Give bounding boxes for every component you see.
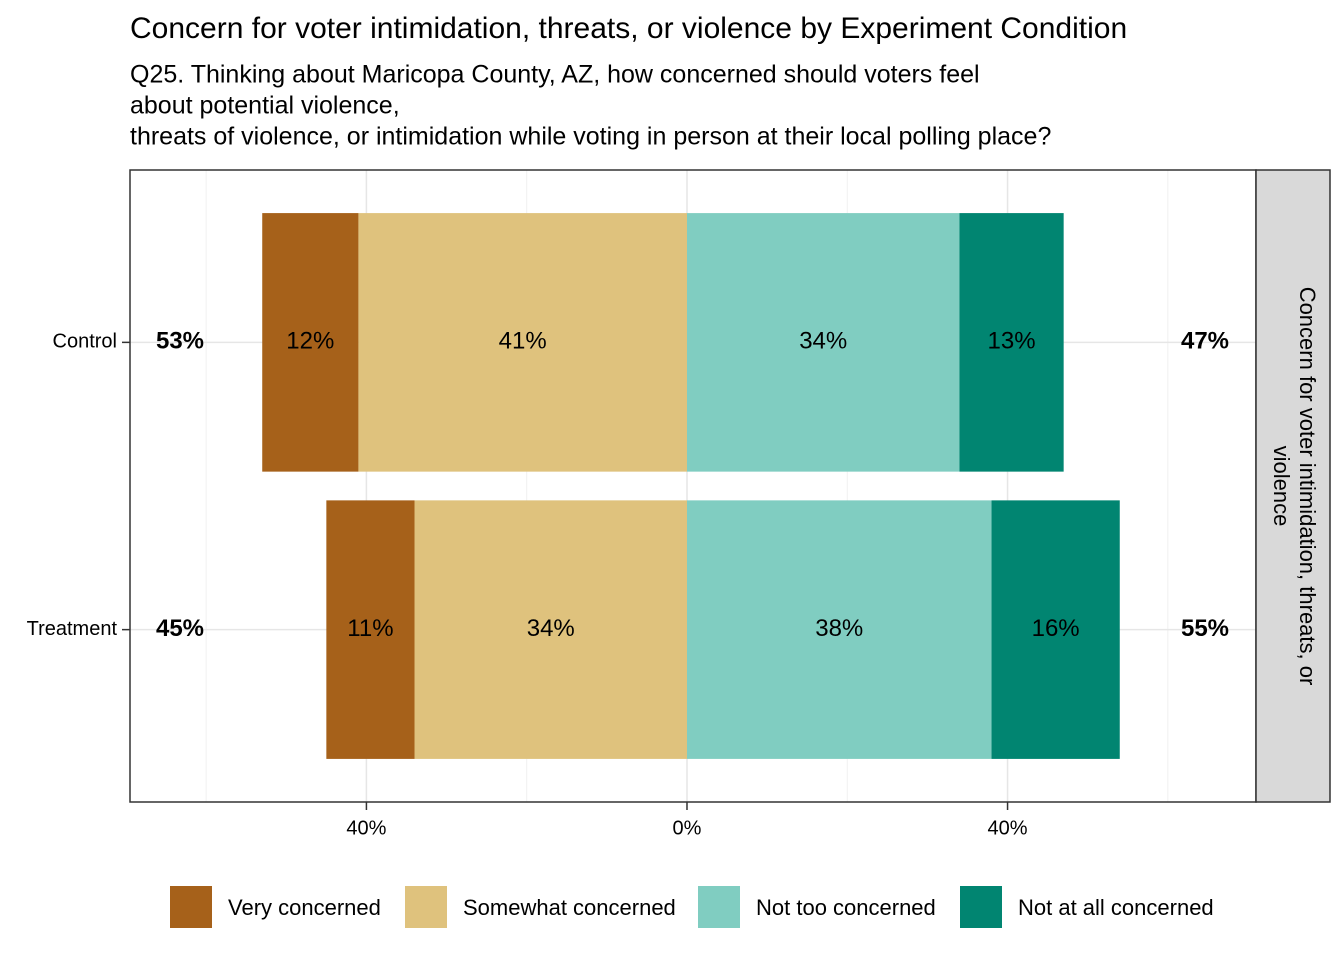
- data-label: 13%: [988, 328, 1036, 355]
- data-label: 16%: [1032, 615, 1080, 642]
- bar-segment: [959, 213, 1064, 472]
- bar-segment: [262, 213, 359, 472]
- legend-swatch: [698, 886, 740, 928]
- legend-label: Not at all concerned: [1018, 895, 1214, 920]
- data-label: 11%: [347, 615, 393, 642]
- legend-swatch: [405, 886, 447, 928]
- y-tick-label: Treatment: [27, 618, 118, 640]
- bar-segment: [326, 500, 415, 759]
- bar-segment: [414, 500, 687, 759]
- legend-swatch: [960, 886, 1002, 928]
- data-label: 34%: [527, 615, 575, 642]
- legend-label: Very concerned: [228, 895, 381, 920]
- x-tick-label: 0%: [673, 817, 702, 839]
- x-tick-label: 40%: [988, 817, 1028, 839]
- legend-label: Somewhat concerned: [463, 895, 676, 920]
- facet-strip-label: violence: [1269, 446, 1294, 527]
- bar-segment: [358, 213, 687, 472]
- facet-strip-label: Concern for voter intimidation, threats,…: [1295, 287, 1320, 686]
- y-tick-label: Control: [53, 331, 117, 353]
- data-label: 12%: [286, 328, 334, 355]
- data-label: 41%: [499, 328, 547, 355]
- bar-segment: [991, 500, 1120, 759]
- facet-strip: [1255, 169, 1331, 803]
- total-label: 47%: [1181, 328, 1229, 355]
- data-label: 34%: [799, 328, 847, 355]
- subtitle: threats of violence, or intimidation whi…: [130, 123, 1051, 151]
- data-label: 38%: [815, 615, 863, 642]
- x-tick-label: 40%: [346, 817, 386, 839]
- subtitle: about potential violence,: [130, 92, 400, 120]
- total-label: 55%: [1181, 615, 1229, 642]
- total-label: 53%: [156, 328, 204, 355]
- total-label: 45%: [156, 615, 204, 642]
- legend-swatch: [170, 886, 212, 928]
- chart-title: Concern for voter intimidation, threats,…: [130, 12, 1127, 45]
- legend-label: Not too concerned: [756, 895, 936, 920]
- bar-segment: [686, 213, 960, 472]
- bar-segment: [686, 500, 992, 759]
- subtitle: Q25. Thinking about Maricopa County, AZ,…: [130, 61, 980, 89]
